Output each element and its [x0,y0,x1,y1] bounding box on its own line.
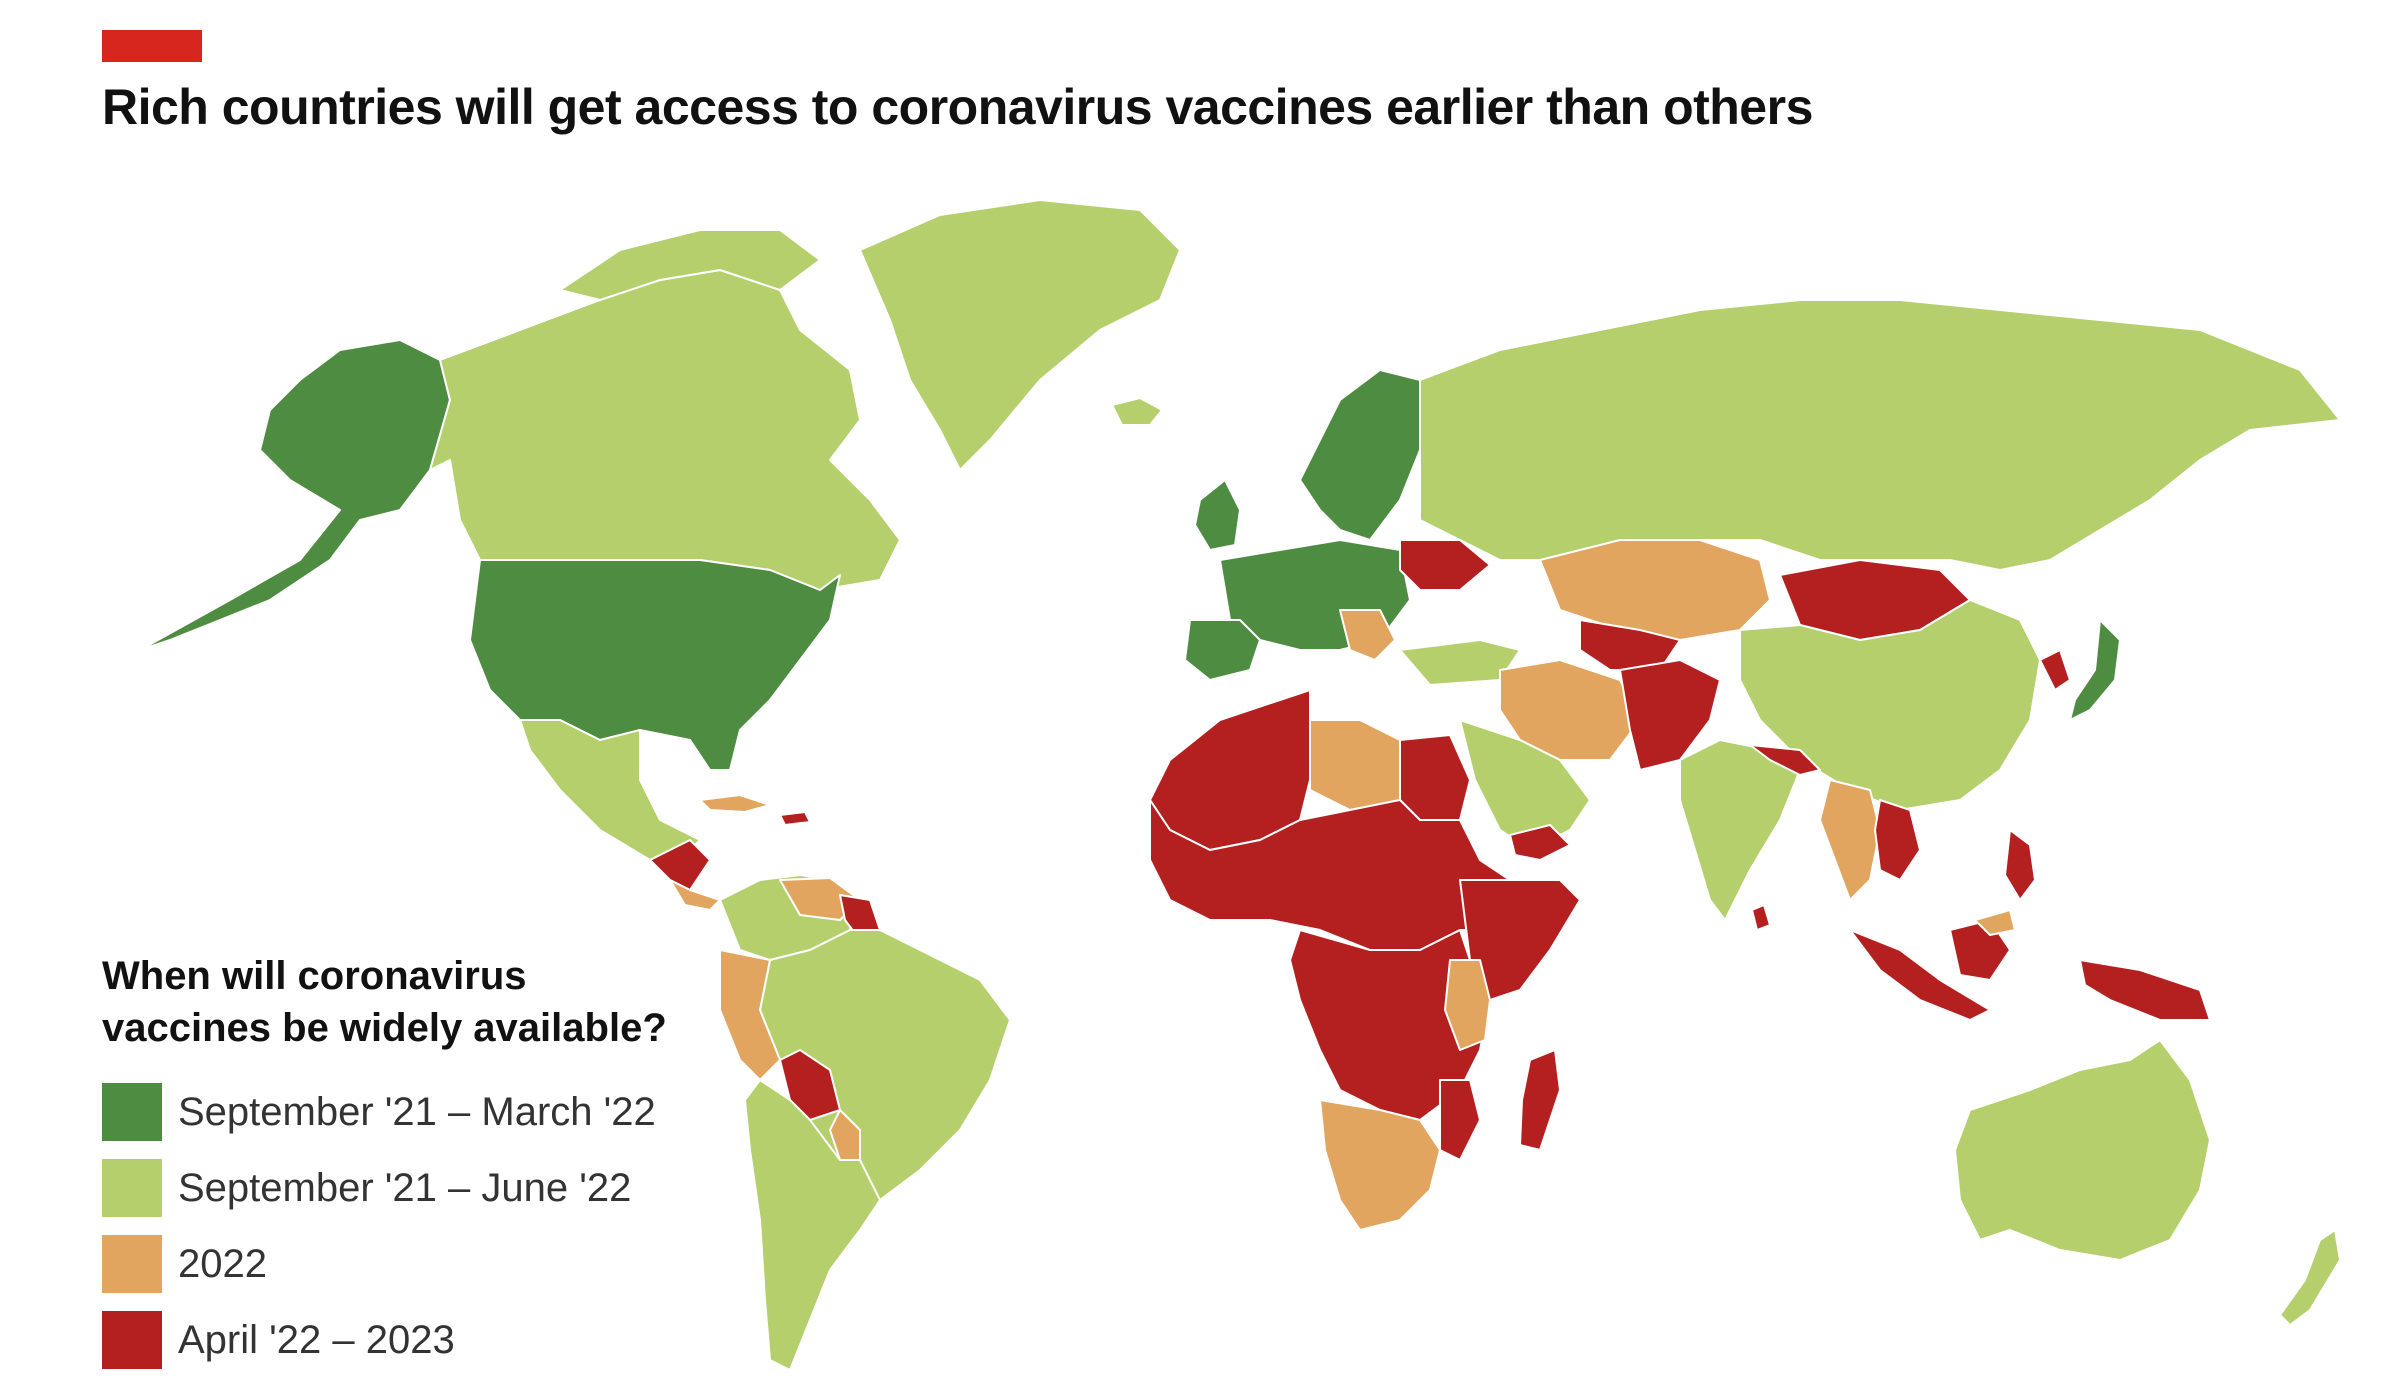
region-central-america [649,839,711,891]
region-east-africa [1444,959,1491,1051]
legend-item: April '22 – 2023 [102,1302,742,1378]
region-new-guinea [2079,959,2211,1021]
legend-title-line2: vaccines be widely available? [102,1006,667,1050]
legend-swatch [102,1083,162,1141]
region-madagascar [1519,1049,1561,1151]
region-peru [719,949,781,1081]
region-egypt [1399,734,1471,821]
region-kazakhstan [1539,539,1771,641]
legend-title-line1: When will coronavirus [102,954,527,998]
region-mozambique [1439,1079,1481,1161]
region-yemen [1509,824,1571,861]
region-north-korea [2039,649,2071,691]
region-indonesia-west [1849,929,1991,1021]
region-canada [429,269,901,591]
region-australia [1954,1039,2211,1261]
region-southern-cone [744,1079,881,1371]
accent-bar [102,30,202,62]
region-iberia [1184,619,1261,681]
legend-swatch [102,1311,162,1369]
chart-title: Rich countries will get access to corona… [102,79,1813,135]
region-new-zealand [2279,1229,2341,1326]
region-iceland [1111,397,1163,426]
region-arctic-islands [559,229,821,301]
region-uk [1194,479,1241,551]
legend-item: 2022 [102,1226,742,1302]
region-southern-africa [1319,1099,1441,1231]
region-china [1739,599,2041,811]
region-myanmar-thailand [1819,779,1881,901]
legend-item: September '21 – June '22 [102,1150,742,1226]
region-scandinavia [1299,369,1421,541]
legend-label: September '21 – June '22 [178,1165,632,1210]
legend-label: 2022 [178,1241,267,1286]
legend-swatch [102,1235,162,1293]
region-indochina [1874,799,1921,881]
region-cuba [699,794,771,813]
region-panama [669,879,721,911]
legend-title: When will coronavirus vaccines be widely… [102,950,742,1054]
region-afghanistan-pakistan [1619,659,1721,771]
region-alaska [139,339,451,651]
region-mexico [519,719,701,861]
legend-item: September '21 – March '22 [102,1074,742,1150]
region-hispaniola [779,811,811,826]
legend-label: September '21 – March '22 [178,1089,656,1134]
region-sri-lanka [1751,904,1771,931]
legend: When will coronavirus vaccines be widely… [102,950,742,1378]
region-balkans [1339,609,1396,661]
region-libya [1309,719,1401,811]
region-iran-iraq [1499,659,1641,761]
region-nepal-bangladesh [1749,744,1821,776]
region-arabia [1459,719,1591,851]
legend-label: April '22 – 2023 [178,1317,455,1362]
region-japan [2069,619,2121,721]
region-malaysia [1974,909,2016,936]
region-greenland [859,199,1181,471]
region-turkey [1399,639,1521,686]
region-russia [1419,299,2341,571]
legend-swatch [102,1159,162,1217]
region-philippines [2004,829,2036,901]
